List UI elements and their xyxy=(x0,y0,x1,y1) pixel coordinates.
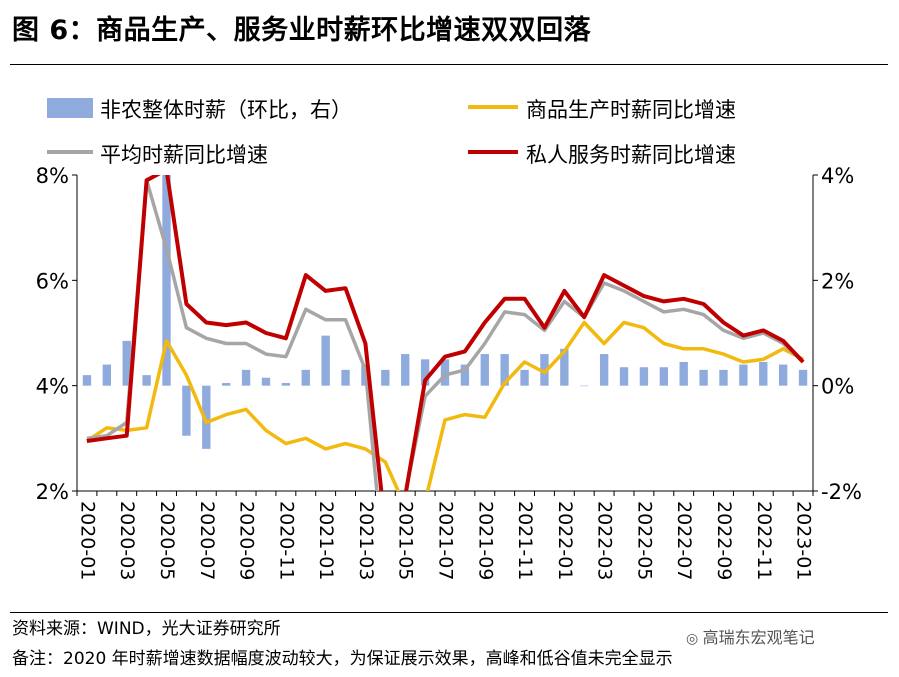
x-tick-label: 2020-09 xyxy=(236,501,258,580)
x-tick-label: 2020-01 xyxy=(76,501,98,580)
gold-line xyxy=(85,320,804,491)
left-tick-label: 2% xyxy=(36,480,69,504)
legend-gold-label: 商品生产时薪同比增速 xyxy=(526,98,736,122)
bar xyxy=(202,385,211,449)
bar xyxy=(401,354,410,386)
right-tick-label: 0% xyxy=(821,375,854,399)
red-line xyxy=(86,175,805,491)
bar xyxy=(540,354,549,386)
bar xyxy=(639,367,649,386)
x-tick-label: 2022-03 xyxy=(594,501,616,580)
x-tick-label: 2022-09 xyxy=(713,501,735,580)
top-rule xyxy=(10,64,888,65)
bar xyxy=(82,375,92,386)
bar xyxy=(778,364,788,386)
x-tick-label: 2021-11 xyxy=(514,501,536,580)
right-tick-label: 4% xyxy=(821,164,854,188)
x-tick-label: 2021-03 xyxy=(355,501,377,580)
bar xyxy=(619,367,629,386)
left-tick-label: 8% xyxy=(36,164,69,188)
x-tick-label: 2022-01 xyxy=(554,501,576,580)
x-tick-label: 2020-05 xyxy=(156,501,178,580)
x-tick-label: 2021-01 xyxy=(315,501,337,580)
bar xyxy=(739,364,748,386)
bar xyxy=(599,354,609,386)
bar xyxy=(440,359,450,386)
legend-gray-label: 平均时薪同比增速 xyxy=(100,143,268,167)
x-tick-label: 2021-09 xyxy=(474,501,496,580)
right-tick-label: -2% xyxy=(821,480,862,504)
legend-red-label: 私人服务时薪同比增速 xyxy=(526,143,736,167)
bar xyxy=(420,359,430,386)
bar xyxy=(381,369,390,386)
x-tick-label: 2020-07 xyxy=(196,501,218,580)
bar xyxy=(759,361,768,386)
bar xyxy=(659,367,668,386)
bar xyxy=(798,369,808,386)
bar xyxy=(241,369,251,386)
bar xyxy=(480,354,489,386)
bar xyxy=(341,369,350,386)
x-tick-label: 2020-03 xyxy=(116,501,138,580)
bar xyxy=(560,348,569,386)
bar xyxy=(500,354,509,386)
bar xyxy=(162,175,171,386)
left-tick-label: 4% xyxy=(36,375,69,399)
wechat-icon: ◎ xyxy=(686,631,703,647)
x-tick-label: 2022-07 xyxy=(673,501,695,580)
chart-title: 图 6：商品生产、服务业时薪环比增速双双回落 xyxy=(12,15,592,46)
remark-note: 备注：2020 年时薪增速数据幅度波动较大，为保证展示效果，高峰和低谷值未完全显… xyxy=(12,649,673,669)
bottom-rule xyxy=(10,612,888,613)
x-tick-label: 2021-07 xyxy=(435,501,457,580)
x-tick-label: 2023-01 xyxy=(793,501,815,580)
source-note: 资料来源：WIND，光大证券研究所 xyxy=(12,619,281,639)
x-tick-label: 2021-05 xyxy=(395,501,417,580)
bar xyxy=(679,361,688,386)
gray-line xyxy=(86,178,805,491)
x-tick-label: 2022-11 xyxy=(753,501,775,580)
x-tick-label: 2020-11 xyxy=(275,501,297,580)
bar xyxy=(520,369,529,386)
bar xyxy=(460,364,470,386)
left-tick-label: 6% xyxy=(36,269,69,293)
bar-series xyxy=(82,175,808,449)
bar xyxy=(222,383,231,386)
bar xyxy=(719,369,728,386)
bar xyxy=(281,383,291,386)
bar xyxy=(182,385,191,436)
bar xyxy=(122,340,131,386)
bar xyxy=(301,369,310,386)
bar xyxy=(321,335,330,386)
legend-bar-label: 非农整体时薪（环比，右） xyxy=(100,98,352,122)
bar xyxy=(142,375,151,386)
watermark: ◎ 高瑞东宏观笔记 xyxy=(686,624,815,648)
bar xyxy=(102,364,112,386)
bar xyxy=(699,369,708,386)
right-tick-label: 2% xyxy=(821,269,854,293)
watermark-text: 高瑞东宏观笔记 xyxy=(702,628,815,647)
x-tick-label: 2022-05 xyxy=(633,501,655,580)
legend-bar-swatch xyxy=(47,98,93,118)
bar xyxy=(580,385,589,387)
bar xyxy=(261,377,271,386)
